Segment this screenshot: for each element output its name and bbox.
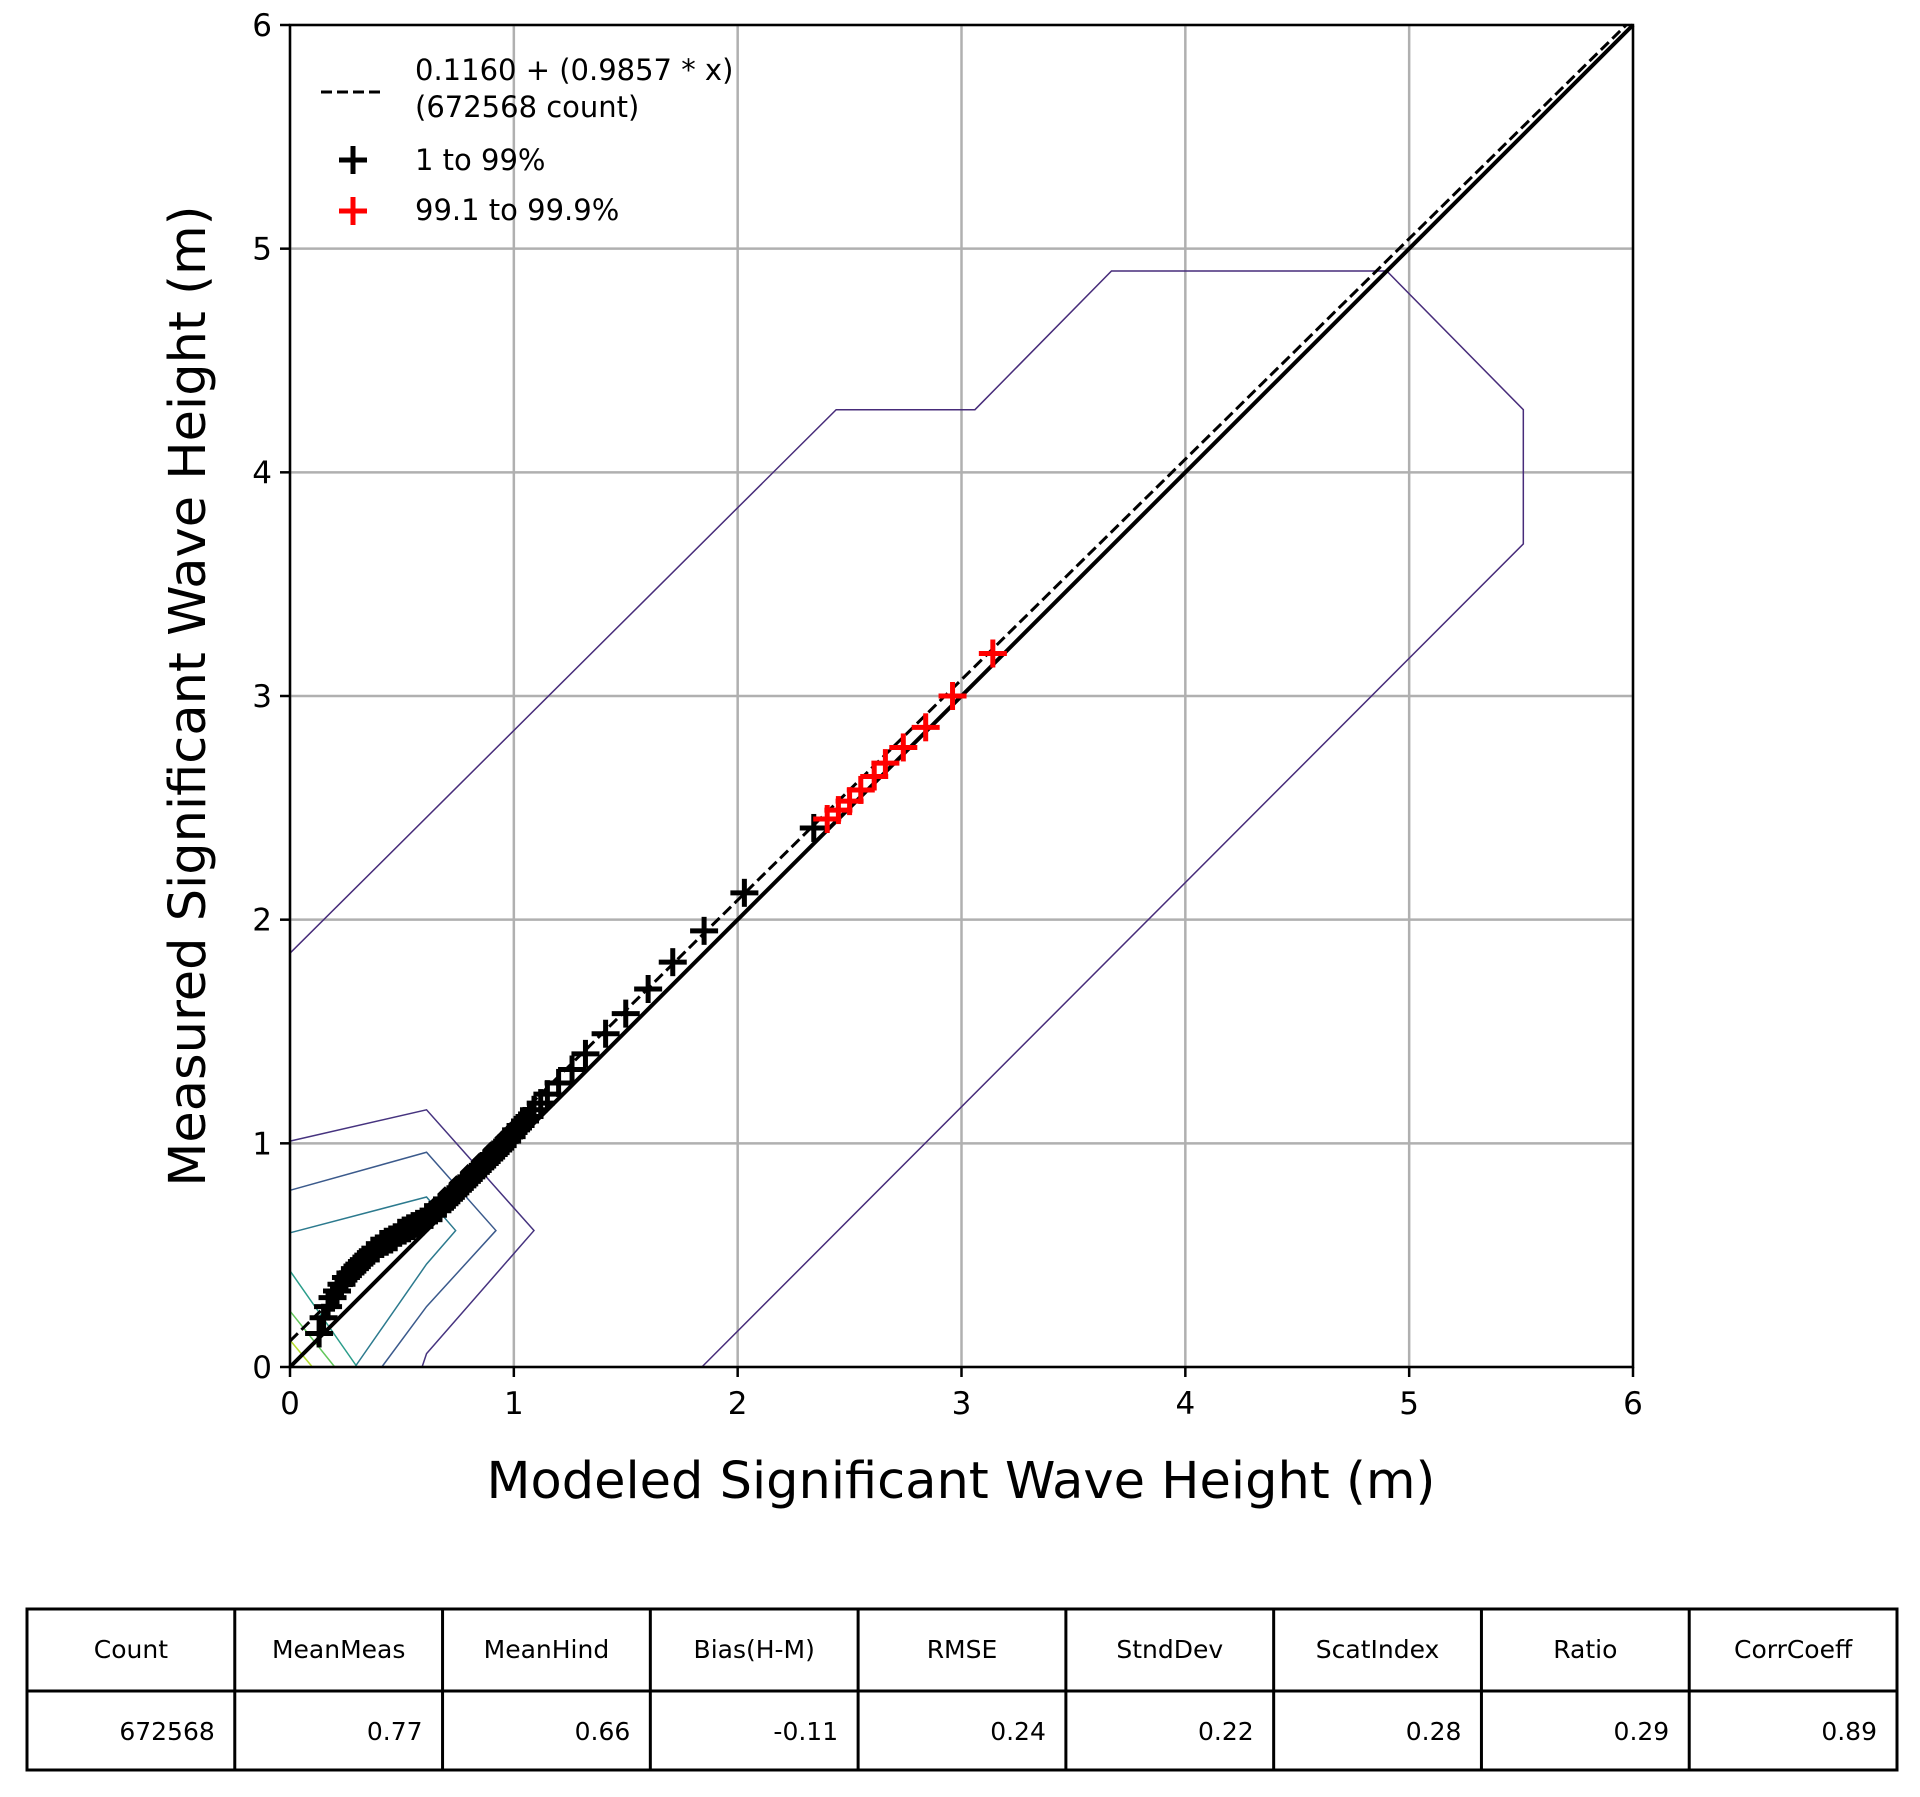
table-header-cell: StndDev [1116, 1635, 1223, 1664]
plus-marker [544, 1068, 573, 1097]
series-2 [813, 639, 1007, 834]
table-header-cell: ScatIndex [1316, 1635, 1440, 1664]
plus-marker [690, 916, 719, 945]
density-contour [289, 1151, 497, 1368]
plus-marker [519, 1095, 548, 1124]
plus-marker [591, 1019, 620, 1048]
density-contour [289, 1196, 457, 1368]
table-value-cell: 0.89 [1821, 1717, 1877, 1746]
table-value-cell: 0.22 [1198, 1717, 1254, 1746]
plus-marker [571, 1039, 600, 1068]
legend-series-label-1: 1 to 99% [415, 143, 545, 177]
density-contour [289, 270, 1525, 1368]
stats-table: Count MeanMeas MeanHind Bias(H-M) RMSE StndDe… [25, 1607, 1899, 1772]
table-header-cell: Count [94, 1635, 168, 1664]
plus-marker [911, 713, 940, 742]
y-tick-label: 5 [252, 232, 272, 268]
density-contour [289, 1310, 336, 1368]
table-value-cell: 0.29 [1614, 1717, 1670, 1746]
plus-marker [611, 999, 640, 1028]
legend-plus-marker-red [339, 197, 367, 225]
table-header-cell: MeanMeas [272, 1635, 405, 1664]
x-tick-label: 5 [1399, 1386, 1419, 1422]
table-header-cell: Ratio [1553, 1635, 1617, 1664]
plus-marker [634, 975, 663, 1004]
table-value-cell: 0.24 [990, 1717, 1046, 1746]
table-header-cell: MeanHind [484, 1635, 610, 1664]
legend-fit-label-2: (672568 count) [415, 90, 639, 124]
legend-fit-label-1: 0.1160 + (0.9857 * x) [415, 53, 733, 87]
x-tick-label: 3 [952, 1386, 972, 1422]
plus-marker [658, 948, 687, 977]
y-tick-label: 4 [252, 455, 272, 491]
y-tick-label: 6 [252, 8, 272, 44]
plus-marker [558, 1055, 587, 1084]
x-tick-label: 1 [504, 1386, 524, 1422]
table-value-cell: 672568 [119, 1717, 214, 1746]
density-contour [289, 1108, 535, 1368]
table-header-cell: CorrCoeff [1734, 1635, 1853, 1664]
density-contours [289, 270, 1525, 1368]
y-tick-label: 1 [252, 1126, 272, 1162]
legend: 0.1160 + (0.9857 * x) (672568 count) 1 t… [321, 53, 733, 227]
legend-plus-marker-black [339, 146, 367, 174]
plus-marker [978, 639, 1007, 668]
plus-marker [846, 775, 875, 804]
table-value-cell: 0.28 [1406, 1717, 1462, 1746]
table-header-cell: Bias(H-M) [694, 1635, 815, 1664]
plus-marker [938, 682, 967, 710]
legend-series-label-2: 99.1 to 99.9% [415, 193, 619, 227]
y-tick-label: 0 [252, 1350, 272, 1386]
y-tick-label: 2 [252, 903, 272, 939]
y-tick-label: 3 [252, 679, 272, 715]
x-tick-label: 4 [1175, 1386, 1195, 1422]
table-value-cell: 0.66 [575, 1717, 631, 1746]
table-value-cell: -0.11 [773, 1717, 838, 1746]
plus-marker [889, 733, 918, 762]
y-axis-label: Measured Significant Wave Height (m) [159, 205, 218, 1186]
plus-marker [871, 749, 900, 778]
table-header-cell: RMSE [927, 1635, 998, 1664]
plus-marker [730, 878, 759, 907]
table-value-cell: 0.77 [367, 1717, 423, 1746]
series-1 [305, 813, 828, 1348]
x-axis-label: Modeled Significant Wave Height (m) [487, 1452, 1436, 1511]
plus-marker [305, 1319, 334, 1348]
data-points [305, 639, 1007, 1348]
x-tick-label: 2 [728, 1386, 748, 1422]
x-tick-label: 0 [280, 1386, 300, 1422]
x-tick-label: 6 [1623, 1386, 1643, 1422]
ticks: 0 1 2 3 4 5 6 0 1 2 3 4 5 6 [252, 8, 1643, 1422]
